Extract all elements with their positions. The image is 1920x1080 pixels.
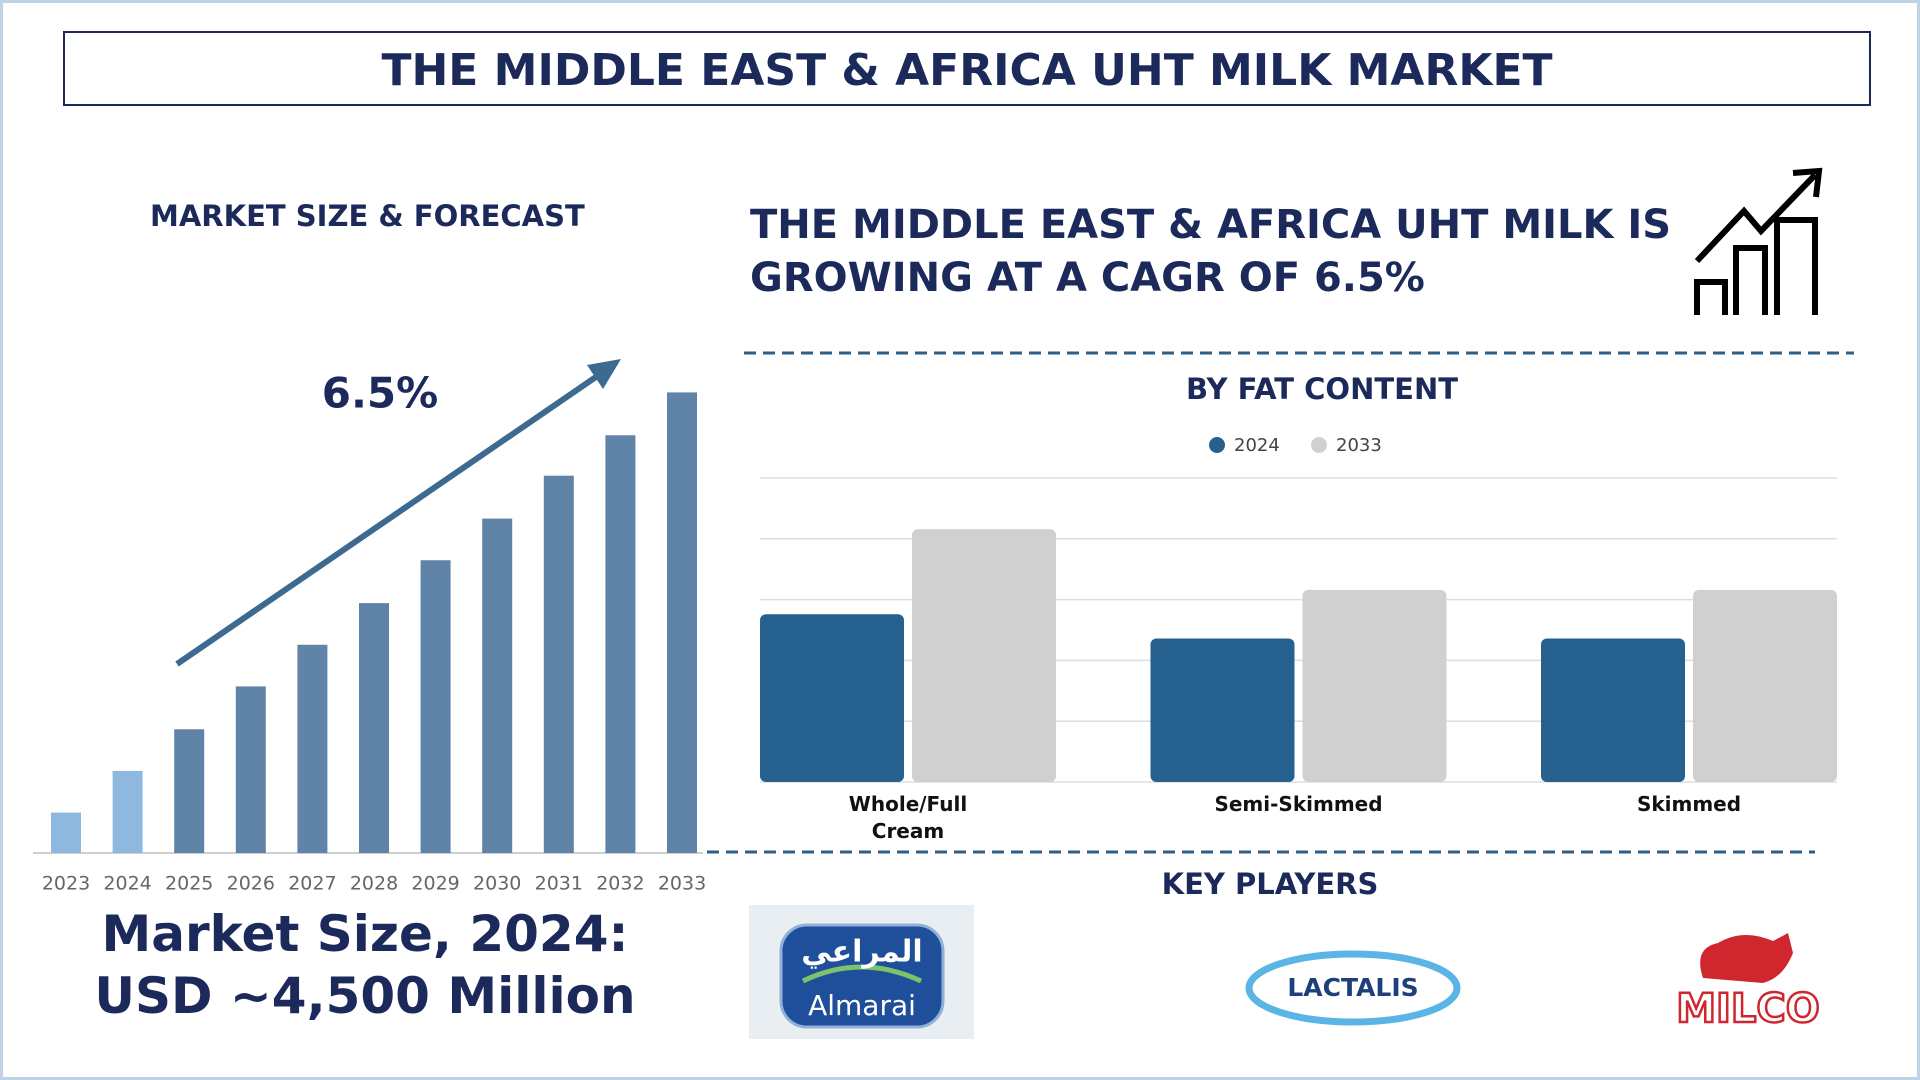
chart-title: BY FAT CONTENT: [1185, 372, 1459, 406]
bar: [1302, 589, 1447, 782]
x-tick-label: 2033: [658, 873, 706, 895]
logo-almarai: المراعي Almarai: [749, 905, 974, 1039]
bar: [760, 614, 904, 782]
x-tick-label: 2026: [227, 873, 275, 895]
trend-arrow-head: [587, 359, 621, 389]
bar: [1693, 589, 1837, 782]
x-tick-label: 2025: [165, 873, 213, 895]
section-title: KEY PLAYERS: [1162, 867, 1379, 901]
legend-marker: [1311, 437, 1327, 453]
legend-label: 2033: [1336, 435, 1382, 456]
x-tick-label: 2024: [103, 873, 151, 895]
trend-arrow: [175, 365, 611, 667]
bar: [174, 729, 205, 853]
bar: [912, 529, 1056, 782]
legend-marker: [1209, 437, 1225, 453]
bar: [482, 518, 513, 853]
growth-icon: [1694, 167, 1823, 315]
bar: [235, 686, 266, 853]
x-tick-label: 2029: [411, 873, 459, 895]
logo-text: MILCO: [1676, 986, 1820, 1032]
annotation: 6.5%: [322, 369, 438, 418]
x-tick-label: Whole/Full Cream: [848, 792, 968, 843]
bar: [605, 435, 636, 853]
x-tick-label: 2032: [596, 873, 644, 895]
chart-title: MARKET SIZE & FORECAST: [150, 199, 585, 233]
bar: [1150, 638, 1295, 782]
x-tick-label: Semi-Skimmed: [1214, 792, 1383, 816]
page-title: THE MIDDLE EAST & AFRICA UHT MILK MARKET: [381, 45, 1552, 96]
market-size: Market Size, 2024: USD ~4,500 Million: [94, 905, 636, 1025]
logo-text: المراعي: [801, 935, 922, 970]
bar: [420, 560, 451, 853]
x-tick-label: 2028: [350, 873, 398, 895]
canvas: THE MIDDLE EAST & AFRICA UHT MILK MARKET…: [33, 31, 1871, 1039]
headline: THE MIDDLE EAST & AFRICA UHT MILK IS GRO…: [750, 202, 1672, 301]
logo-text: LACTALIS: [1287, 973, 1418, 1002]
bar: [543, 475, 574, 853]
x-tick-label: 2027: [288, 873, 336, 895]
logo-lactalis: LACTALIS: [1245, 950, 1461, 1026]
logo-milco: MILCO: [1675, 933, 1821, 1033]
bar: [359, 603, 389, 853]
x-tick-label: 2030: [473, 873, 521, 895]
x-tick-label: 2031: [535, 873, 583, 895]
legend-label: 2024: [1234, 435, 1280, 456]
bar: [51, 812, 81, 853]
bar: [112, 770, 143, 853]
logo-text: Almarai: [808, 989, 916, 1022]
bar: [297, 644, 328, 853]
x-tick-label: 2023: [42, 873, 90, 895]
bar: [1541, 638, 1685, 782]
x-tick-label: Skimmed: [1636, 792, 1742, 816]
bar: [667, 392, 697, 853]
title-box: [63, 31, 1871, 106]
